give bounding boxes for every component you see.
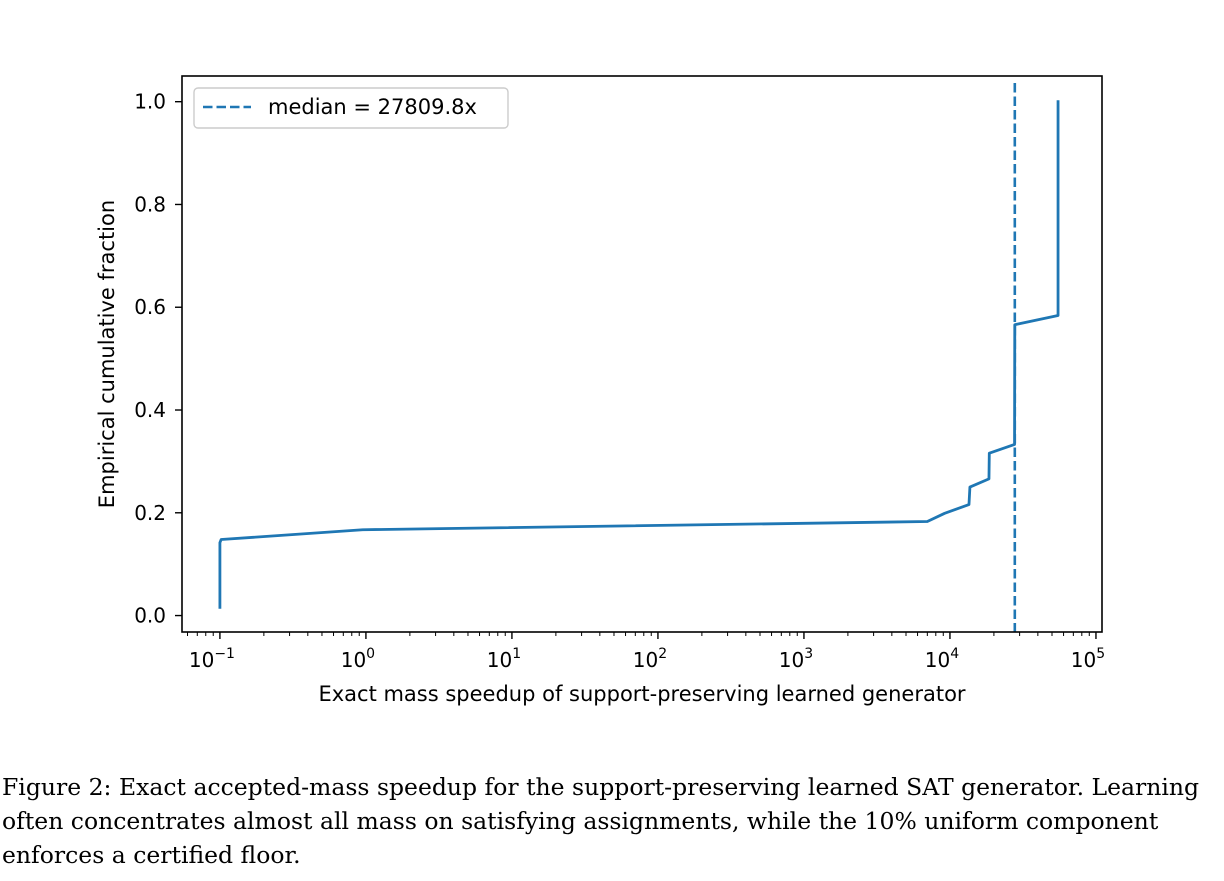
x-axis-label: Exact mass speedup of support-preserving… xyxy=(318,682,965,706)
y-tick-label-2: 0.4 xyxy=(134,398,166,422)
y-axis-ticks: 0.0 0.2 0.4 0.6 0.8 1.0 xyxy=(134,90,182,628)
x-tick-label-1: 100 xyxy=(341,646,375,672)
series-layer xyxy=(218,83,1060,632)
x-tick-label-0: 10−1 xyxy=(189,646,235,672)
legend: median = 27809.8x xyxy=(193,87,509,129)
x-tick-label-5: 104 xyxy=(925,646,959,672)
cdf-chart: 10−1 100 101 102 103 104 105 0.0 0.2 0.4 0.6 0.8 1.… xyxy=(95,75,1105,706)
y-tick-label-0: 0.0 xyxy=(134,604,166,628)
y-tick-label-3: 0.6 xyxy=(134,295,166,319)
figure-caption: Figure 2: Exact accepted-mass speedup fo… xyxy=(2,773,1200,869)
x-axis-ticks: 10−1 100 101 102 103 104 105 xyxy=(187,632,1105,672)
y-tick-label-1: 0.2 xyxy=(134,501,166,525)
plot-frame xyxy=(181,75,1103,633)
plot-area-background xyxy=(182,76,1102,632)
legend-box xyxy=(193,87,509,129)
y-axis-label: Empirical cumulative fraction xyxy=(95,200,119,508)
x-tick-label-3: 102 xyxy=(633,646,667,672)
y-tick-label-4: 0.8 xyxy=(134,192,166,216)
x-tick-label-2: 101 xyxy=(487,646,521,672)
y-tick-label-5: 1.0 xyxy=(134,90,166,114)
x-tick-label-6: 105 xyxy=(1071,646,1105,672)
x-tick-label-4: 103 xyxy=(779,646,813,672)
legend-median-label: median = 27809.8x xyxy=(268,95,477,119)
